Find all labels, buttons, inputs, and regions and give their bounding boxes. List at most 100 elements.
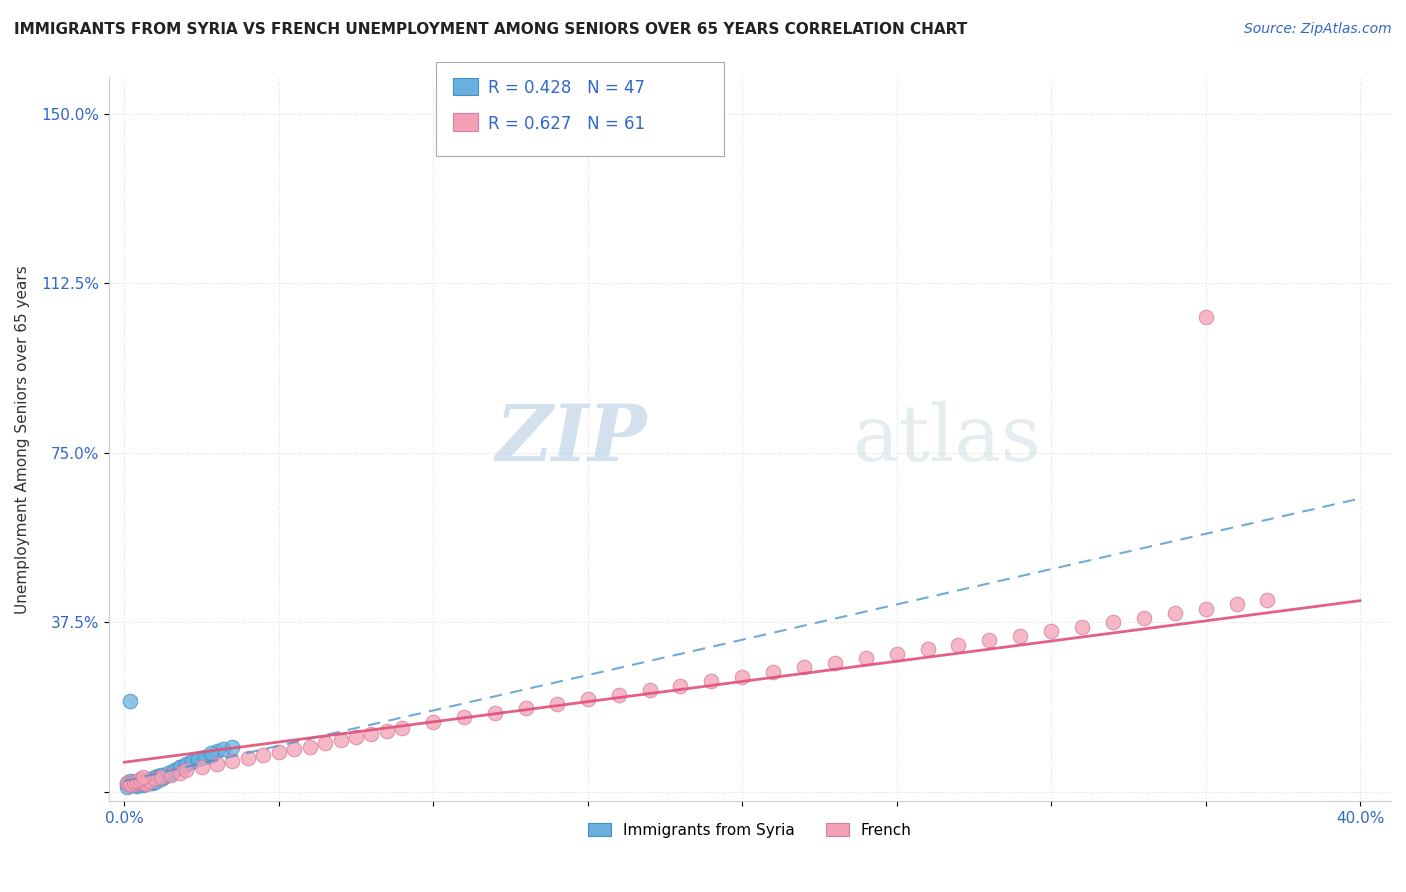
Point <box>143 770 166 784</box>
Point <box>117 776 139 790</box>
Point <box>120 773 142 788</box>
Point <box>1194 601 1216 615</box>
Point <box>120 778 142 792</box>
Point <box>546 697 568 711</box>
Point <box>948 638 970 652</box>
Point <box>128 772 150 787</box>
Point <box>205 756 228 771</box>
Point <box>148 769 170 783</box>
Point <box>190 751 212 765</box>
Point <box>122 777 145 791</box>
Point <box>205 744 228 758</box>
Legend: Immigrants from Syria, French: Immigrants from Syria, French <box>582 816 918 844</box>
Point <box>360 727 382 741</box>
Point <box>1040 624 1063 639</box>
Point <box>669 679 692 693</box>
Point <box>484 706 506 720</box>
Point <box>132 776 155 790</box>
Point <box>824 656 846 670</box>
Point <box>122 775 145 789</box>
Point <box>1194 310 1216 324</box>
Text: R = 0.627   N = 61: R = 0.627 N = 61 <box>488 115 645 133</box>
Point <box>117 776 139 790</box>
Point <box>515 701 537 715</box>
Point <box>135 775 157 789</box>
Point <box>314 736 336 750</box>
Point <box>187 752 209 766</box>
Point <box>1102 615 1125 630</box>
Text: ZIP: ZIP <box>496 401 647 477</box>
Point <box>143 772 166 787</box>
Point <box>143 772 166 786</box>
Point <box>1225 597 1247 611</box>
Point <box>391 721 413 735</box>
Point <box>122 778 145 792</box>
Point <box>1256 592 1278 607</box>
Point <box>174 756 197 771</box>
Point <box>267 745 290 759</box>
Point <box>283 742 305 756</box>
Point <box>212 742 235 756</box>
Point <box>855 651 877 665</box>
Point <box>221 739 243 754</box>
Point <box>132 776 155 790</box>
Point <box>153 770 176 784</box>
Point <box>1164 606 1187 620</box>
Point <box>576 692 599 706</box>
Point <box>638 683 661 698</box>
Point <box>169 765 191 780</box>
Point <box>132 770 155 784</box>
Point <box>917 642 939 657</box>
Point <box>128 777 150 791</box>
Text: IMMIGRANTS FROM SYRIA VS FRENCH UNEMPLOYMENT AMONG SENIORS OVER 65 YEARS CORRELA: IMMIGRANTS FROM SYRIA VS FRENCH UNEMPLOY… <box>14 22 967 37</box>
Point <box>120 777 142 791</box>
Point <box>1133 611 1156 625</box>
Point <box>886 647 908 661</box>
Y-axis label: Unemployment Among Seniors over 65 years: Unemployment Among Seniors over 65 years <box>15 265 30 614</box>
Point <box>141 776 163 790</box>
Point <box>135 777 157 791</box>
Point <box>344 730 367 744</box>
Point <box>607 688 630 702</box>
Point <box>181 754 204 768</box>
Point <box>150 767 173 781</box>
Point <box>1010 629 1032 643</box>
Point <box>135 777 157 791</box>
Point <box>194 749 217 764</box>
Point <box>122 777 145 791</box>
Point <box>138 773 160 788</box>
Point <box>731 669 754 683</box>
Point <box>453 710 475 724</box>
Point <box>163 764 186 779</box>
Point <box>132 775 155 789</box>
Point <box>169 760 191 774</box>
Point <box>150 772 173 787</box>
Point <box>200 747 222 761</box>
Point <box>125 775 148 789</box>
Point <box>120 777 142 791</box>
Point <box>422 714 444 729</box>
Point <box>298 739 321 754</box>
Point <box>128 773 150 788</box>
Point <box>221 754 243 768</box>
Point <box>190 760 212 774</box>
Point <box>762 665 785 679</box>
Point <box>793 660 815 674</box>
Point <box>200 748 222 763</box>
Point <box>236 751 259 765</box>
Point <box>150 770 173 784</box>
Point <box>174 763 197 777</box>
Point <box>169 760 191 774</box>
Point <box>125 776 148 790</box>
Point <box>122 775 145 789</box>
Text: atlas: atlas <box>852 401 1042 477</box>
Point <box>128 773 150 788</box>
Point <box>159 767 181 781</box>
Point <box>375 723 398 738</box>
Point <box>700 674 723 689</box>
Point <box>125 780 148 794</box>
Point <box>125 778 148 792</box>
Text: Source: ZipAtlas.com: Source: ZipAtlas.com <box>1244 22 1392 37</box>
Point <box>120 694 142 708</box>
Point <box>138 772 160 787</box>
